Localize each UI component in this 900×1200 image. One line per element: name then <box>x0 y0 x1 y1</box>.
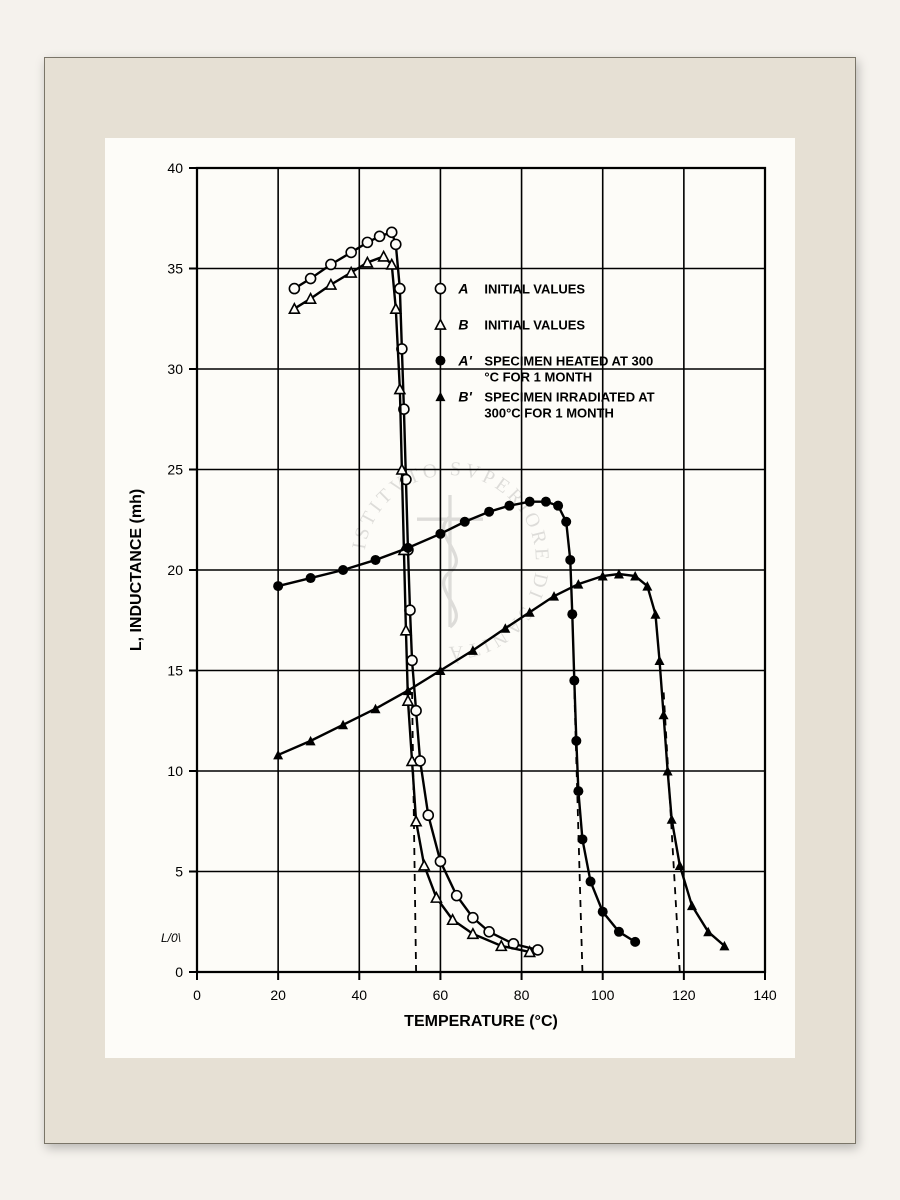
svg-text:100: 100 <box>591 987 615 1003</box>
svg-text:A: A <box>457 280 468 296</box>
chart-paper: 0 20 40 60 80 100 120 140 0 5 10 15 20 25 30 35 40 TEMPER… <box>105 138 795 1058</box>
svg-text:20: 20 <box>270 987 286 1003</box>
svg-text:L/0\: L/0\ <box>161 930 181 944</box>
svg-text:TEMPERATURE (°C): TEMPERATURE (°C) <box>404 1013 558 1030</box>
svg-text:140: 140 <box>753 987 777 1003</box>
svg-text:B': B' <box>458 388 472 404</box>
svg-text:B: B <box>458 316 468 332</box>
svg-text:20: 20 <box>167 562 183 578</box>
svg-text:60: 60 <box>433 987 449 1003</box>
watermark: ISTITVTO SVPERIORE DI SANITÀ <box>340 451 560 671</box>
svg-text:INITIAL VALUES: INITIAL VALUES <box>484 317 585 332</box>
svg-text:15: 15 <box>167 662 183 678</box>
svg-text:10: 10 <box>167 763 183 779</box>
svg-text:°C FOR 1 MONTH: °C FOR 1 MONTH <box>484 369 592 384</box>
svg-text:5: 5 <box>175 863 183 879</box>
svg-text:A': A' <box>457 352 472 368</box>
svg-text:300°C FOR 1 MONTH: 300°C FOR 1 MONTH <box>484 405 613 420</box>
svg-text:SPECIMEN HEATED AT 300: SPECIMEN HEATED AT 300 <box>484 353 653 368</box>
svg-text:0: 0 <box>193 987 201 1003</box>
svg-text:INITIAL VALUES: INITIAL VALUES <box>484 281 585 296</box>
svg-text:35: 35 <box>167 260 183 276</box>
svg-text:0: 0 <box>175 964 183 980</box>
svg-text:80: 80 <box>514 987 530 1003</box>
photo-frame: 0 20 40 60 80 100 120 140 0 5 10 15 20 25 30 35 40 TEMPER… <box>44 57 856 1144</box>
svg-text:25: 25 <box>167 461 183 477</box>
svg-text:SPECIMEN IRRADIATED AT: SPECIMEN IRRADIATED AT <box>484 389 654 404</box>
svg-text:40: 40 <box>351 987 367 1003</box>
svg-text:L, INDUCTANCE (mh): L, INDUCTANCE (mh) <box>128 488 145 650</box>
svg-text:40: 40 <box>167 160 183 176</box>
svg-text:120: 120 <box>672 987 696 1003</box>
svg-text:30: 30 <box>167 361 183 377</box>
